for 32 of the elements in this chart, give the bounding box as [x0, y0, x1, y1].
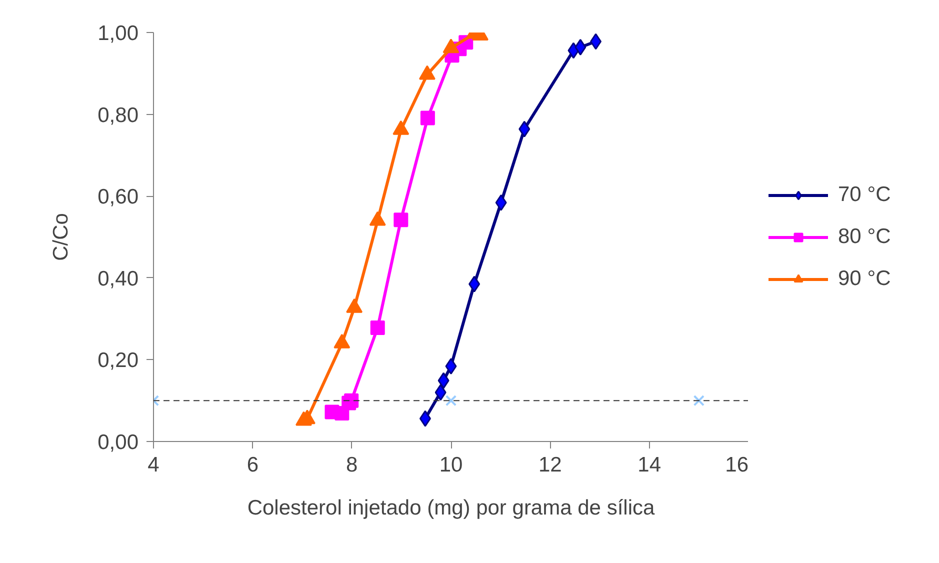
- y-axis-title: C/Co: [50, 213, 73, 261]
- x-tick-label: 12: [538, 454, 562, 476]
- point: [468, 276, 480, 292]
- y-tick-label: 0,60: [98, 186, 139, 209]
- point: [590, 33, 602, 50]
- point: [438, 372, 450, 389]
- x-tick-label: 14: [638, 454, 662, 476]
- point: [574, 38, 586, 56]
- point: [394, 212, 408, 228]
- point: [518, 120, 530, 138]
- point: [434, 384, 446, 401]
- y-tick-label: 0,80: [98, 104, 139, 127]
- point: [420, 110, 435, 126]
- point: [445, 395, 457, 406]
- point: [495, 194, 507, 211]
- legend-label: 90 °C: [838, 266, 891, 290]
- x-tick-label: 6: [246, 454, 259, 476]
- y-tick-label: 1,00: [98, 22, 139, 45]
- point: [370, 320, 385, 336]
- y-tick-label: 0,00: [98, 431, 139, 454]
- x-tick-label: 4: [148, 454, 160, 476]
- point: [419, 410, 431, 427]
- x-tick-label: 8: [346, 454, 358, 476]
- x-axis-title: Colesterol injetado (mg) por grama de sílica: [247, 496, 655, 520]
- point: [445, 358, 457, 374]
- point: [693, 395, 705, 406]
- legend-label: 70 °C: [838, 182, 891, 206]
- y-tick-label: 0,20: [98, 349, 139, 372]
- x-tick-label: 16: [725, 454, 748, 476]
- x-tick-label: 10: [439, 454, 463, 476]
- legend-label: 80 °C: [838, 224, 891, 248]
- y-tick-label: 0,40: [98, 267, 139, 290]
